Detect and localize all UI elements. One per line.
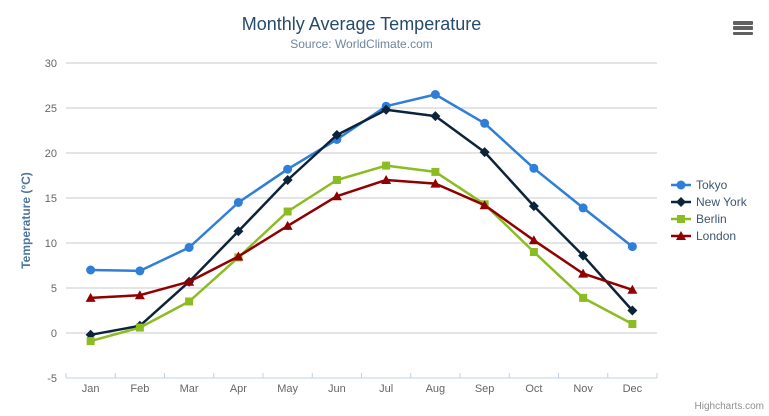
diamond-marker-icon [671, 196, 691, 207]
data-point-tokyo[interactable] [627, 242, 637, 252]
x-axis-tick-label: Aug [426, 383, 446, 395]
data-point-london[interactable] [381, 175, 392, 184]
data-point-new-york[interactable] [430, 111, 441, 122]
data-point-berlin[interactable] [579, 293, 588, 302]
x-axis-tick-label: Feb [130, 383, 149, 395]
data-point-new-york[interactable] [381, 104, 392, 115]
y-axis-tick-label: 25 [45, 103, 57, 115]
x-axis-tick-label: Nov [573, 383, 593, 395]
legend-marker-london[interactable] [676, 230, 686, 240]
legend-label: Tokyo [696, 177, 728, 192]
x-axis-tick-label: Jul [379, 383, 393, 395]
y-axis-tick-label: 5 [51, 283, 57, 295]
x-axis-tick-label: Jun [328, 383, 346, 395]
data-point-berlin[interactable] [185, 297, 194, 306]
data-point-new-york[interactable] [479, 147, 490, 158]
series-line-london[interactable] [89, 178, 634, 300]
x-axis-tick-label: Jan [82, 383, 100, 395]
data-point-london[interactable] [85, 292, 96, 302]
data-point-berlin[interactable] [135, 323, 144, 332]
data-point-tokyo[interactable] [430, 90, 440, 99]
data-point-tokyo[interactable] [233, 198, 243, 207]
data-point-berlin[interactable] [382, 161, 391, 170]
data-point-berlin[interactable] [628, 320, 637, 328]
y-axis-tick-label: 20 [45, 148, 57, 160]
series-line-new-york[interactable] [89, 108, 634, 337]
series-new-york [85, 104, 638, 340]
y-axis-tick-label: 15 [45, 193, 57, 205]
x-axis-tick-label: Dec [623, 383, 643, 395]
data-point-london[interactable] [430, 178, 441, 188]
y-axis-tick-label: 0 [51, 328, 57, 340]
data-point-berlin[interactable] [529, 248, 538, 256]
data-point-tokyo[interactable] [480, 118, 490, 128]
data-point-tokyo[interactable] [283, 164, 293, 174]
x-axis-tick-label: Sep [475, 383, 495, 395]
series-tokyo [86, 90, 637, 276]
data-point-london[interactable] [528, 235, 539, 245]
data-point-new-york[interactable] [528, 201, 539, 212]
series-line-tokyo[interactable] [89, 93, 634, 273]
data-point-berlin[interactable] [431, 167, 440, 176]
data-point-london[interactable] [479, 200, 490, 210]
data-point-tokyo[interactable] [184, 243, 194, 252]
hamburger-icon [733, 21, 753, 25]
data-point-london[interactable] [282, 220, 293, 230]
legend-label: New York [696, 194, 747, 209]
x-axis-tick-label: Oct [525, 383, 542, 395]
data-point-london[interactable] [578, 268, 589, 278]
data-point-tokyo[interactable] [578, 203, 588, 213]
series-london [85, 175, 638, 302]
data-point-berlin[interactable] [332, 176, 341, 184]
legend-item-berlin[interactable]: Berlin [671, 210, 747, 227]
y-axis-title: Temperature (°C) [19, 172, 33, 269]
hamburger-icon [733, 26, 753, 30]
y-axis-tick-label: -5 [47, 373, 57, 385]
data-point-london[interactable] [233, 251, 244, 261]
series-line-berlin[interactable] [89, 164, 634, 343]
legend-label: London [696, 228, 737, 243]
legend-item-london[interactable]: London [671, 227, 747, 244]
data-point-new-york[interactable] [578, 250, 589, 261]
data-point-london[interactable] [331, 191, 342, 201]
chart-subtitle: Source: WorldClimate.com [290, 37, 433, 51]
data-point-tokyo[interactable] [86, 265, 96, 275]
data-point-london[interactable] [184, 276, 195, 286]
legend-label: Berlin [696, 211, 727, 226]
data-point-london[interactable] [627, 284, 638, 294]
y-axis-tick-label: 30 [45, 58, 57, 70]
data-point-tokyo[interactable] [529, 163, 539, 173]
data-point-new-york[interactable] [282, 175, 293, 185]
chart-title: Monthly Average Temperature [241, 14, 482, 34]
x-axis-tick-label: Apr [230, 383, 247, 395]
legend-marker-new-york[interactable] [676, 196, 686, 207]
circle-marker-icon [671, 180, 691, 189]
data-point-berlin[interactable] [86, 337, 95, 346]
legend-item-tokyo[interactable]: Tokyo [671, 176, 747, 193]
x-axis-tick-label: May [277, 383, 298, 395]
y-axis-tick-label: 10 [45, 238, 57, 250]
legend: Tokyo New York Berlin London [671, 176, 747, 244]
data-point-london[interactable] [134, 290, 145, 300]
data-point-tokyo[interactable] [135, 266, 145, 276]
x-axis-tick-label: Mar [180, 383, 199, 395]
hamburger-icon [733, 31, 753, 35]
triangle-marker-icon [671, 230, 691, 240]
legend-item-new-york[interactable]: New York [671, 193, 747, 210]
data-point-new-york[interactable] [627, 305, 638, 316]
export-menu-button[interactable] [733, 21, 753, 35]
highcharts-credit[interactable]: Highcharts.com [694, 401, 764, 412]
data-point-berlin[interactable] [283, 207, 292, 216]
legend-marker-tokyo[interactable] [676, 180, 686, 189]
legend-marker-berlin[interactable] [677, 214, 685, 223]
square-marker-icon [671, 214, 691, 223]
data-point-new-york[interactable] [233, 226, 244, 237]
data-point-new-york[interactable] [331, 130, 342, 140]
